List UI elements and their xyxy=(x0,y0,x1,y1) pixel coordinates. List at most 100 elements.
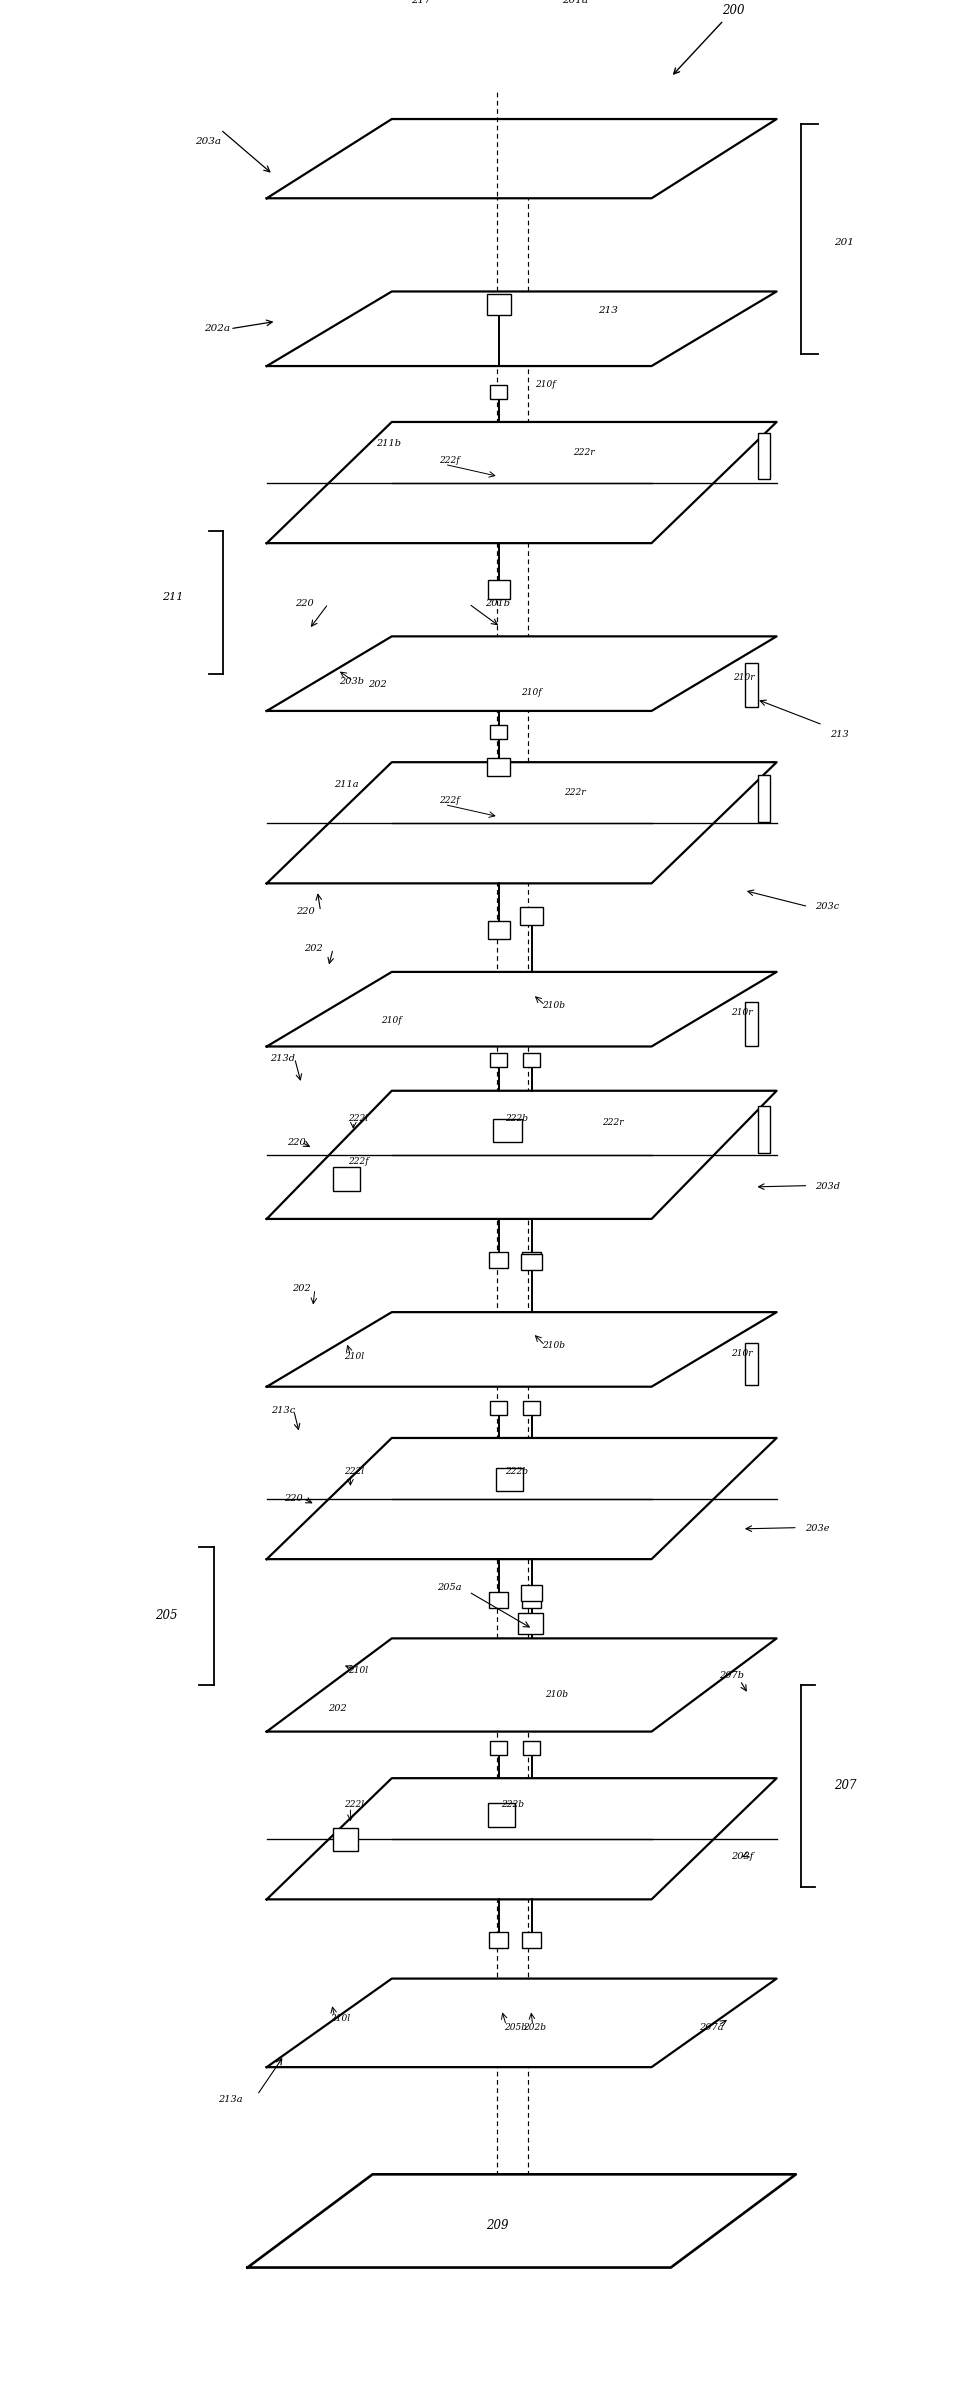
Text: 210r: 210r xyxy=(733,672,754,681)
Bar xyxy=(489,1932,508,1949)
Text: 205a: 205a xyxy=(437,1583,462,1592)
Polygon shape xyxy=(266,120,777,198)
Text: 222f: 222f xyxy=(439,796,460,806)
Polygon shape xyxy=(266,971,777,1047)
Text: 210r: 210r xyxy=(731,1009,752,1019)
Bar xyxy=(522,1932,542,1949)
Bar xyxy=(488,1803,515,1827)
Text: 210f: 210f xyxy=(535,380,555,390)
Bar xyxy=(490,1741,508,1755)
Text: 222r: 222r xyxy=(574,447,595,457)
Text: 210f: 210f xyxy=(521,689,542,696)
Text: 210b: 210b xyxy=(543,1002,565,1009)
Bar xyxy=(493,1119,522,1143)
Text: 220: 220 xyxy=(295,600,313,607)
Text: 222l: 222l xyxy=(348,1114,369,1124)
Bar xyxy=(490,385,508,399)
Bar xyxy=(746,662,758,708)
Text: 207b: 207b xyxy=(719,1671,744,1681)
Text: 207: 207 xyxy=(834,1779,857,1791)
Text: 213d: 213d xyxy=(269,1054,295,1062)
Text: 203b: 203b xyxy=(339,677,364,686)
Text: 213c: 213c xyxy=(271,1406,296,1415)
Text: 205: 205 xyxy=(155,1609,178,1621)
Polygon shape xyxy=(266,763,777,882)
Bar xyxy=(487,758,510,777)
Bar xyxy=(488,581,509,600)
Text: 220: 220 xyxy=(287,1138,305,1148)
Text: 201b: 201b xyxy=(485,600,510,607)
Text: 203a: 203a xyxy=(194,136,221,146)
Text: 202b: 202b xyxy=(523,2023,547,2032)
Text: 222f: 222f xyxy=(348,1157,369,1167)
Text: 222r: 222r xyxy=(564,789,586,796)
Polygon shape xyxy=(266,636,777,710)
Text: 210l: 210l xyxy=(330,2013,349,2023)
Text: 207a: 207a xyxy=(699,2023,723,2032)
Polygon shape xyxy=(266,1980,777,2068)
Text: 213a: 213a xyxy=(218,2095,243,2104)
Bar xyxy=(522,1250,542,1267)
Text: 220: 220 xyxy=(297,906,315,916)
Text: 211: 211 xyxy=(162,591,183,603)
Text: 210l: 210l xyxy=(348,1667,369,1676)
Text: 203c: 203c xyxy=(815,901,839,911)
Text: 222l: 222l xyxy=(344,1800,364,1810)
Bar xyxy=(496,1468,522,1492)
Polygon shape xyxy=(266,421,777,543)
Text: 201a: 201a xyxy=(561,0,588,5)
Text: 210r: 210r xyxy=(731,1349,752,1358)
Text: 222b: 222b xyxy=(501,1800,523,1810)
Bar xyxy=(523,1741,541,1755)
Text: 210b: 210b xyxy=(546,1690,568,1698)
Text: 203e: 203e xyxy=(805,1525,830,1533)
Polygon shape xyxy=(266,1437,777,1559)
Text: 202: 202 xyxy=(368,681,386,689)
Text: 222r: 222r xyxy=(602,1119,624,1126)
Text: 205b: 205b xyxy=(505,2023,527,2032)
Bar xyxy=(522,1592,542,1609)
Text: 222l: 222l xyxy=(344,1468,364,1475)
Bar xyxy=(489,1592,508,1609)
Bar xyxy=(490,1054,508,1066)
Text: 200: 200 xyxy=(722,5,745,17)
Bar xyxy=(490,724,508,739)
Bar xyxy=(523,1054,541,1066)
Text: 213: 213 xyxy=(830,729,848,739)
Text: 202: 202 xyxy=(292,1284,310,1294)
Text: 203d: 203d xyxy=(815,1184,840,1191)
Bar xyxy=(333,1167,359,1191)
Bar xyxy=(488,921,509,940)
Text: 202: 202 xyxy=(328,1705,346,1712)
Bar xyxy=(523,1401,541,1415)
Polygon shape xyxy=(266,1090,777,1219)
Bar xyxy=(487,294,510,316)
Bar xyxy=(746,1344,758,1384)
Polygon shape xyxy=(266,292,777,366)
Text: 202a: 202a xyxy=(204,325,230,332)
Bar xyxy=(489,1250,508,1267)
Bar xyxy=(758,775,770,823)
Polygon shape xyxy=(266,1638,777,1731)
Text: 222f: 222f xyxy=(439,457,460,466)
Text: 203f: 203f xyxy=(731,1853,753,1863)
Text: 222b: 222b xyxy=(506,1468,528,1475)
Bar xyxy=(521,1253,543,1270)
Text: 210l: 210l xyxy=(344,1353,364,1360)
Text: 213: 213 xyxy=(598,306,618,316)
Bar xyxy=(520,906,544,925)
Text: 211b: 211b xyxy=(377,440,401,447)
Bar xyxy=(758,1107,770,1152)
Text: 217: 217 xyxy=(411,0,430,5)
Text: 201: 201 xyxy=(834,239,854,246)
Polygon shape xyxy=(266,1779,777,1898)
Text: 209: 209 xyxy=(486,2219,508,2233)
Text: 211a: 211a xyxy=(334,779,359,789)
Bar xyxy=(521,1585,543,1602)
Polygon shape xyxy=(248,2173,795,2267)
Bar xyxy=(758,433,770,478)
Bar xyxy=(490,1401,508,1415)
Text: 222b: 222b xyxy=(506,1114,528,1124)
Text: 202: 202 xyxy=(305,944,323,954)
Bar xyxy=(333,1827,357,1851)
